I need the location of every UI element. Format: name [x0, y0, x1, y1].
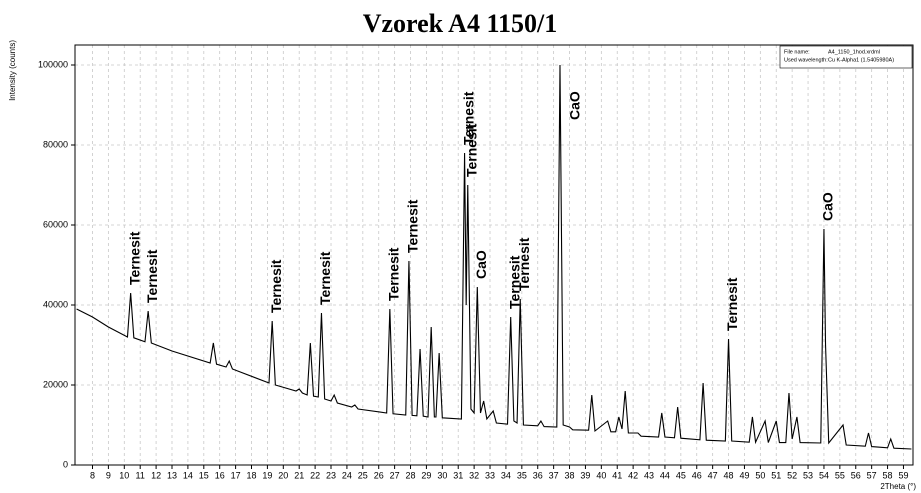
info-frame: [779, 45, 913, 69]
x-tick-label: 43: [644, 470, 654, 480]
x-tick-label: 24: [342, 470, 352, 480]
x-tick-label: 38: [565, 470, 575, 480]
x-tick-label: 36: [533, 470, 543, 480]
peak-label: CaO: [567, 91, 583, 120]
chart-title: Vzorek A4 1150/1: [363, 9, 558, 38]
x-tick-label: 21: [294, 470, 304, 480]
x-tick-label: 15: [199, 470, 209, 480]
spectrum-line: [76, 64, 912, 450]
x-tick-label: 27: [390, 470, 400, 480]
peak-label: Ternesit: [724, 277, 740, 331]
x-tick-label: 53: [803, 470, 813, 480]
x-tick-label: 23: [326, 470, 336, 480]
peak-label: Ternesit: [386, 247, 402, 301]
peak-label: Ternesit: [144, 249, 160, 303]
x-tick-label: 34: [501, 470, 511, 480]
y-tick-label: 60000: [43, 219, 68, 229]
x-tick-label: 47: [708, 470, 718, 480]
x-tick-label: 18: [246, 470, 256, 480]
x-tick-label: 54: [819, 470, 829, 480]
x-tick-label: 48: [724, 470, 734, 480]
x-tick-label: 45: [676, 470, 686, 480]
peak-label: Ternesit: [506, 255, 522, 309]
y-tick-label: 20000: [43, 379, 68, 389]
peak-label: CaO: [473, 250, 489, 279]
x-tick-label: 11: [136, 470, 145, 480]
x-tick-label: 33: [485, 470, 495, 480]
x-tick-label: 19: [262, 470, 272, 480]
x-tick-label: 51: [771, 470, 781, 480]
x-tick-label: 37: [549, 470, 559, 480]
peak-label: Ternesit: [463, 123, 479, 177]
peak-label: Ternesit: [268, 259, 284, 313]
peak-label: Ternesit: [126, 231, 142, 285]
x-tick-label: 12: [151, 470, 161, 480]
peak-label: Ternesit: [317, 251, 333, 305]
peak-label: Ternesit: [405, 199, 421, 253]
info-value: Cu K-Alpha1 (1.5405980A): [828, 57, 894, 63]
x-tick-label: 10: [119, 470, 129, 480]
x-tick-label: 25: [358, 470, 368, 480]
info-label: Used wavelength:: [784, 57, 828, 63]
x-tick-label: 22: [310, 470, 320, 480]
x-tick-label: 28: [406, 470, 416, 480]
x-tick-label: 55: [835, 470, 845, 480]
x-tick-label: 58: [883, 470, 893, 480]
y-tick-label: 80000: [43, 139, 68, 149]
x-tick-label: 26: [374, 470, 384, 480]
x-axis-label: 2Theta (°): [880, 482, 916, 491]
x-tick-label: 50: [755, 470, 765, 480]
y-axis-label: Intensity (counts): [8, 40, 17, 101]
x-tick-label: 46: [692, 470, 702, 480]
x-tick-label: 30: [437, 470, 447, 480]
x-tick-label: 8: [90, 470, 95, 480]
plot-frame: [74, 44, 914, 466]
x-tick-label: 52: [787, 470, 797, 480]
x-tick-label: 41: [612, 470, 622, 480]
x-tick-label: 13: [167, 470, 177, 480]
x-tick-label: 57: [867, 470, 877, 480]
x-tick-label: 16: [215, 470, 225, 480]
x-tick-label: 56: [851, 470, 861, 480]
x-tick-label: 17: [231, 470, 241, 480]
y-tick-label: 40000: [43, 299, 68, 309]
peak-label: Ternesit: [516, 237, 532, 291]
x-tick-label: 39: [580, 470, 590, 480]
x-tick-label: 40: [596, 470, 606, 480]
x-tick-label: 32: [469, 470, 479, 480]
info-value: A4_1150_1hod.xrdml: [828, 49, 880, 55]
x-tick-label: 44: [660, 470, 670, 480]
info-label: File name:: [784, 49, 810, 55]
x-tick-label: 29: [421, 470, 431, 480]
x-tick-label: 9: [106, 470, 111, 480]
x-tick-label: 35: [517, 470, 527, 480]
x-tick-label: 14: [183, 470, 193, 480]
x-tick-label: 49: [739, 470, 749, 480]
y-tick-label: 100000: [38, 59, 68, 69]
x-tick-label: 59: [898, 470, 908, 480]
peak-label: Ternesit: [460, 91, 476, 145]
x-tick-label: 31: [453, 470, 463, 480]
peak-label: CaO: [820, 192, 836, 221]
x-tick-label: 42: [628, 470, 638, 480]
x-tick-label: 20: [278, 470, 288, 480]
y-tick-label: 0: [63, 459, 68, 469]
